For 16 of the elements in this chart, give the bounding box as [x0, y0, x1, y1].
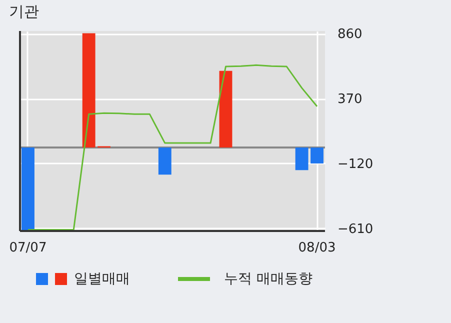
legend-label: 일별매매 — [74, 270, 130, 288]
y-tick-label: 860 — [338, 27, 362, 42]
x-tick-label: 07/07 — [9, 240, 47, 256]
y-tick-label: −610 — [338, 222, 374, 237]
y-tick-label: −120 — [338, 156, 374, 172]
bar — [82, 33, 96, 148]
legend-label: 누적 매매동향 — [224, 270, 312, 288]
bar — [158, 148, 172, 175]
chart-title: 기관 — [8, 2, 39, 21]
bar — [295, 148, 308, 170]
line-series — [27, 64, 318, 231]
y-tick-label: 370 — [338, 92, 362, 108]
bar — [22, 148, 34, 230]
bar — [310, 148, 324, 164]
bar — [219, 70, 232, 148]
x-tick-label: 08/03 — [298, 240, 336, 256]
